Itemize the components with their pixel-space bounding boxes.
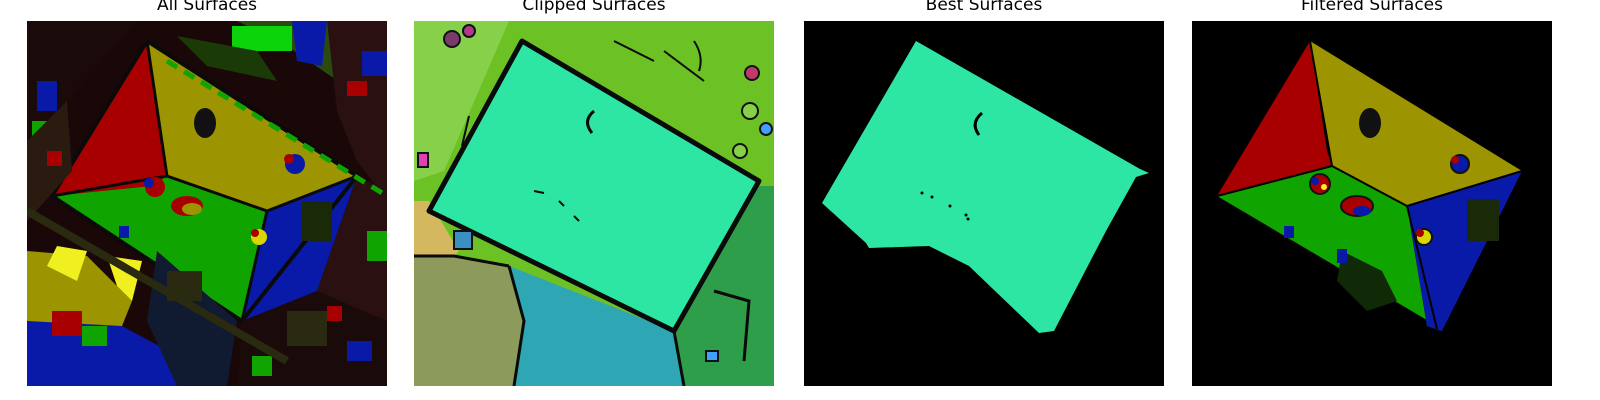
best-surfaces-image xyxy=(804,21,1164,386)
clipped-surfaces-image xyxy=(414,21,774,386)
filtered-surfaces-image xyxy=(1192,21,1552,386)
panel-best-surfaces: Best Surfaces xyxy=(804,0,1164,400)
panel-title: Filtered Surfaces xyxy=(1300,0,1443,15)
panel-title: Best Surfaces xyxy=(925,0,1043,15)
panel-filtered-surfaces: Filtered Surfaces xyxy=(1192,0,1552,400)
panel-title: All Surfaces xyxy=(156,0,258,15)
panel-title: Clipped Surfaces xyxy=(522,0,666,15)
all-surfaces-image xyxy=(27,21,387,386)
panel-clipped-surfaces: Clipped Surfaces xyxy=(414,0,774,400)
panel-all-surfaces: All Surfaces xyxy=(27,0,387,400)
